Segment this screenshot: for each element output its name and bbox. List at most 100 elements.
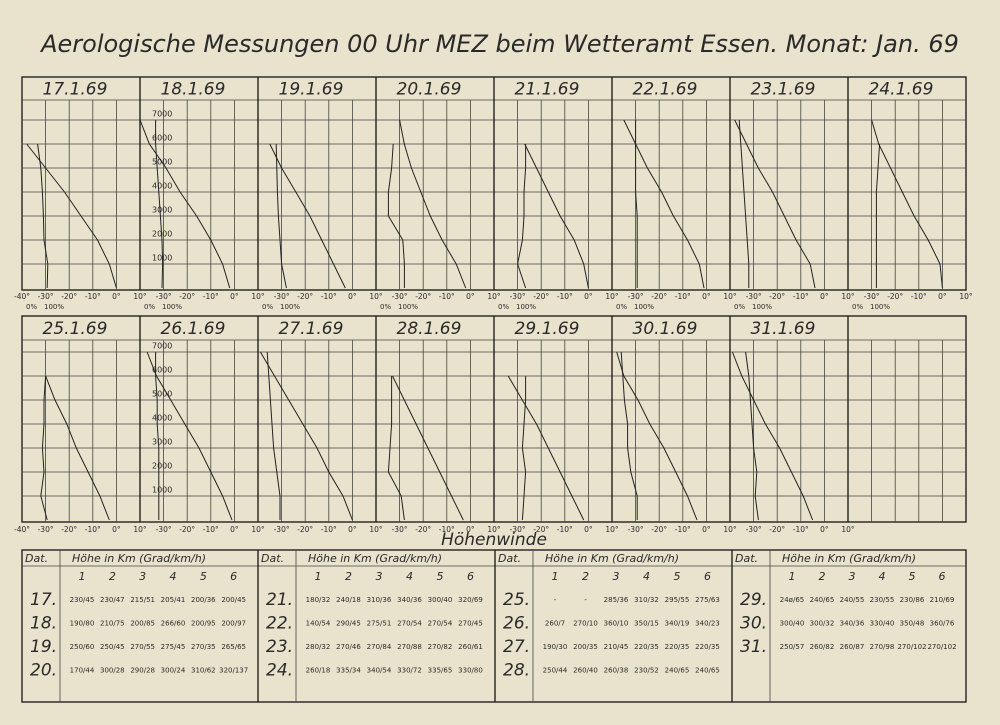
date: 17.1.69 (43, 80, 108, 100)
wind-value: 250/45 (100, 643, 125, 651)
wind-value: 240/65 (665, 667, 690, 675)
date: 21.1.69 (515, 80, 580, 100)
temperature-label: 10° (251, 525, 265, 534)
row-date: 23. (266, 637, 293, 657)
temperature-curve (616, 351, 698, 521)
temperature-label: -10° (439, 525, 455, 534)
wind-value: 260/61 (458, 643, 483, 651)
humidity-curve (155, 352, 160, 520)
humidity-label: 100% (516, 303, 536, 311)
wind-value: 240/65 (695, 667, 720, 675)
wind-value: 250/57 (780, 643, 805, 651)
wind-value: 140/54 (306, 620, 331, 628)
wind-value: 230/52 (634, 667, 659, 675)
wind-value: 270/98 (870, 643, 895, 651)
temperature-label: 10° (369, 525, 383, 534)
temperature-label: 0° (112, 525, 121, 534)
temperature-label: -10° (557, 292, 573, 301)
wind-value: 210/69 (930, 596, 955, 604)
humidity-label: 0% (498, 303, 509, 311)
temperature-label: -30° (510, 525, 526, 534)
wind-value: 310/32 (634, 596, 659, 604)
level: 1 (79, 570, 86, 583)
temperature-label: 10° (959, 292, 973, 301)
temperature-label: 0° (702, 292, 711, 301)
temperature-label: -10° (203, 292, 219, 301)
wind-value: 300/32 (810, 620, 835, 628)
wind-value: 220/35 (695, 643, 720, 651)
humidity-curve (517, 144, 527, 289)
wind-value: 270/54 (428, 620, 453, 628)
date: 31.1.69 (751, 319, 816, 339)
temperature-curve (871, 119, 943, 289)
height-label: 3000 (152, 206, 172, 215)
wind-value: 330/40 (870, 620, 895, 628)
height-header: Höhe in Km (Grad/km/h) (308, 552, 442, 565)
level: 4 (406, 570, 413, 583)
level: 5 (200, 570, 207, 583)
wind-value: 270/10 (573, 620, 598, 628)
level: 4 (170, 570, 177, 583)
humidity-label: 100% (398, 303, 418, 311)
row-date: 19. (30, 637, 57, 657)
temperature-curve (392, 375, 464, 521)
wind-value: 215/51 (130, 596, 155, 604)
humidity-label: 100% (752, 303, 772, 311)
level: 5 (674, 570, 681, 583)
level: 5 (909, 570, 916, 583)
wind-value: 260/38 (604, 667, 629, 675)
wind-value: 240/18 (336, 596, 361, 604)
temperature-label: 0° (702, 525, 711, 534)
level: 2 (582, 570, 589, 583)
date-header: Dat. (498, 552, 521, 565)
wind-value: 210/45 (604, 643, 629, 651)
humidity-curve (155, 120, 164, 289)
wind-value: 290/45 (336, 620, 361, 628)
temperature-label: 10° (487, 525, 501, 534)
row-date: 21. (266, 590, 293, 610)
temperature-label: -40° (14, 292, 30, 301)
temperature-label: -10° (675, 292, 691, 301)
height-label: 6000 (152, 134, 172, 143)
temperature-label: 0° (584, 525, 593, 534)
height-header: Höhe in Km (Grad/km/h) (72, 552, 206, 565)
temperature-label: 10° (369, 292, 383, 301)
wind-value: 230/55 (870, 596, 895, 604)
date: 25.1.69 (43, 319, 108, 339)
wind-value: 275/63 (695, 596, 720, 604)
humidity-curve (387, 143, 405, 288)
humidity-curve (37, 143, 49, 289)
temperature-label: -30° (392, 525, 408, 534)
winds-title: Höhenwinde (441, 530, 547, 550)
level: 3 (849, 570, 856, 583)
level: 6 (704, 570, 711, 583)
row-date: 25. (503, 590, 530, 610)
wind-value: 200/45 (221, 596, 246, 604)
row-date: 30. (740, 614, 767, 634)
row-date: 27. (503, 637, 530, 657)
temperature-label: -10° (85, 292, 101, 301)
row-date: 17. (30, 590, 57, 610)
temperature-label: -30° (38, 525, 54, 534)
wind-value: 340/54 (367, 667, 392, 675)
wind-value: 340/23 (695, 620, 720, 628)
humidity-curve (635, 120, 638, 288)
temperature-label: -10° (675, 525, 691, 534)
temperature-label: 0° (820, 525, 829, 534)
temperature-label: -20° (533, 525, 549, 534)
temperature-label: 10° (723, 525, 737, 534)
temperature-label: 0° (348, 525, 357, 534)
wind-value: 260/40 (573, 667, 598, 675)
wind-value: 240/65 (810, 596, 835, 604)
temperature-label: -20° (61, 525, 77, 534)
wind-value: 270/82 (428, 643, 453, 651)
temperature-label: -10° (793, 292, 809, 301)
wind-value: 260/18 (306, 667, 331, 675)
level: 3 (613, 570, 620, 583)
level: 3 (139, 570, 146, 583)
wind-value: 270/88 (397, 643, 422, 651)
temperature-label: -10° (321, 525, 337, 534)
wind-value: 24ø/65 (780, 596, 804, 604)
wind-value: 200/95 (191, 620, 216, 628)
level: 2 (819, 570, 826, 583)
